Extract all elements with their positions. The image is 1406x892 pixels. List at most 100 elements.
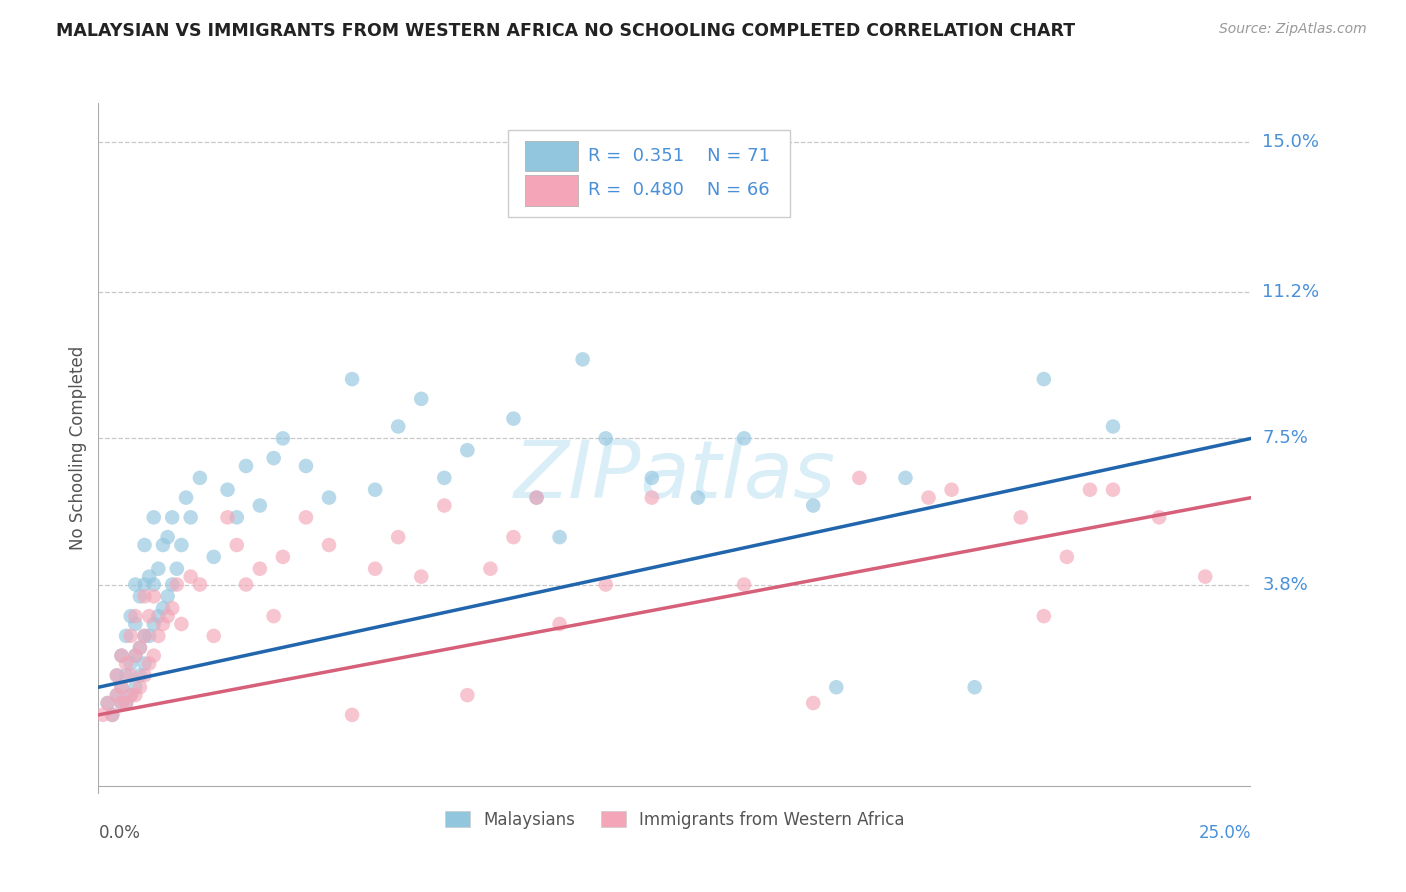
Point	[120, 609, 142, 624]
Legend: Malaysians, Immigrants from Western Africa: Malaysians, Immigrants from Western Afri…	[437, 803, 912, 838]
Point	[188, 471, 211, 485]
Point	[129, 590, 152, 604]
Point	[129, 640, 152, 655]
Point	[120, 657, 142, 671]
Point	[142, 510, 165, 524]
Text: Source: ZipAtlas.com: Source: ZipAtlas.com	[1219, 22, 1367, 37]
Point	[148, 609, 170, 624]
Point	[134, 538, 156, 552]
Point	[202, 629, 225, 643]
Point	[364, 562, 387, 576]
Point	[271, 431, 294, 445]
Point	[456, 688, 478, 702]
Text: ZIPatlas: ZIPatlas	[513, 437, 837, 515]
Point	[848, 471, 870, 485]
Point	[180, 510, 202, 524]
Point	[249, 562, 271, 576]
Point	[142, 590, 165, 604]
Point	[217, 483, 239, 497]
Point	[129, 680, 152, 694]
Point	[115, 696, 138, 710]
Point	[166, 562, 188, 576]
Point	[110, 696, 132, 710]
Point	[138, 629, 160, 643]
Point	[202, 549, 225, 564]
Point	[548, 617, 571, 632]
Point	[249, 499, 271, 513]
Point	[733, 577, 755, 591]
Point	[894, 471, 917, 485]
Point	[801, 696, 824, 710]
Point	[156, 609, 179, 624]
FancyBboxPatch shape	[508, 130, 790, 217]
Point	[110, 696, 132, 710]
Point	[411, 569, 433, 583]
Point	[120, 688, 142, 702]
Point	[152, 617, 174, 632]
Point	[134, 668, 156, 682]
Text: R =  0.480    N = 66: R = 0.480 N = 66	[589, 181, 770, 200]
Text: 7.5%: 7.5%	[1263, 429, 1309, 448]
Point	[1078, 483, 1101, 497]
Point	[456, 443, 478, 458]
Point	[340, 372, 363, 386]
Point	[180, 569, 202, 583]
Text: 11.2%: 11.2%	[1263, 283, 1320, 301]
Point	[1032, 372, 1054, 386]
Point	[526, 491, 548, 505]
Text: 3.8%: 3.8%	[1263, 575, 1308, 593]
Point	[124, 577, 146, 591]
Point	[340, 707, 363, 722]
Point	[801, 499, 824, 513]
Text: 0.0%: 0.0%	[98, 824, 141, 842]
Point	[124, 609, 146, 624]
FancyBboxPatch shape	[524, 175, 578, 205]
Point	[152, 538, 174, 552]
Point	[152, 601, 174, 615]
Point	[138, 569, 160, 583]
Point	[138, 657, 160, 671]
Point	[263, 451, 285, 466]
Point	[166, 577, 188, 591]
Point	[318, 491, 340, 505]
Point	[134, 590, 156, 604]
Point	[686, 491, 709, 505]
Point	[1032, 609, 1054, 624]
Point	[156, 530, 179, 544]
Point	[124, 680, 146, 694]
Point	[526, 491, 548, 505]
Point	[134, 657, 156, 671]
Point	[160, 577, 183, 591]
Point	[170, 617, 193, 632]
Point	[825, 680, 848, 694]
Point	[571, 352, 593, 367]
Point	[124, 688, 146, 702]
Point	[134, 577, 156, 591]
Point	[110, 648, 132, 663]
Point	[129, 640, 152, 655]
Point	[115, 696, 138, 710]
Point	[142, 577, 165, 591]
Point	[235, 458, 257, 473]
Point	[941, 483, 963, 497]
Point	[115, 657, 138, 671]
FancyBboxPatch shape	[524, 141, 578, 171]
Point	[963, 680, 986, 694]
Point	[433, 471, 456, 485]
Point	[134, 629, 156, 643]
Point	[105, 668, 128, 682]
Point	[1010, 510, 1032, 524]
Point	[110, 648, 132, 663]
Point	[733, 431, 755, 445]
Point	[641, 491, 664, 505]
Text: MALAYSIAN VS IMMIGRANTS FROM WESTERN AFRICA NO SCHOOLING COMPLETED CORRELATION C: MALAYSIAN VS IMMIGRANTS FROM WESTERN AFR…	[56, 22, 1076, 40]
Point	[156, 590, 179, 604]
Point	[387, 530, 409, 544]
Point	[263, 609, 285, 624]
Point	[188, 577, 211, 591]
Point	[115, 629, 138, 643]
Text: 25.0%: 25.0%	[1199, 824, 1251, 842]
Point	[160, 510, 183, 524]
Point	[134, 629, 156, 643]
Point	[917, 491, 939, 505]
